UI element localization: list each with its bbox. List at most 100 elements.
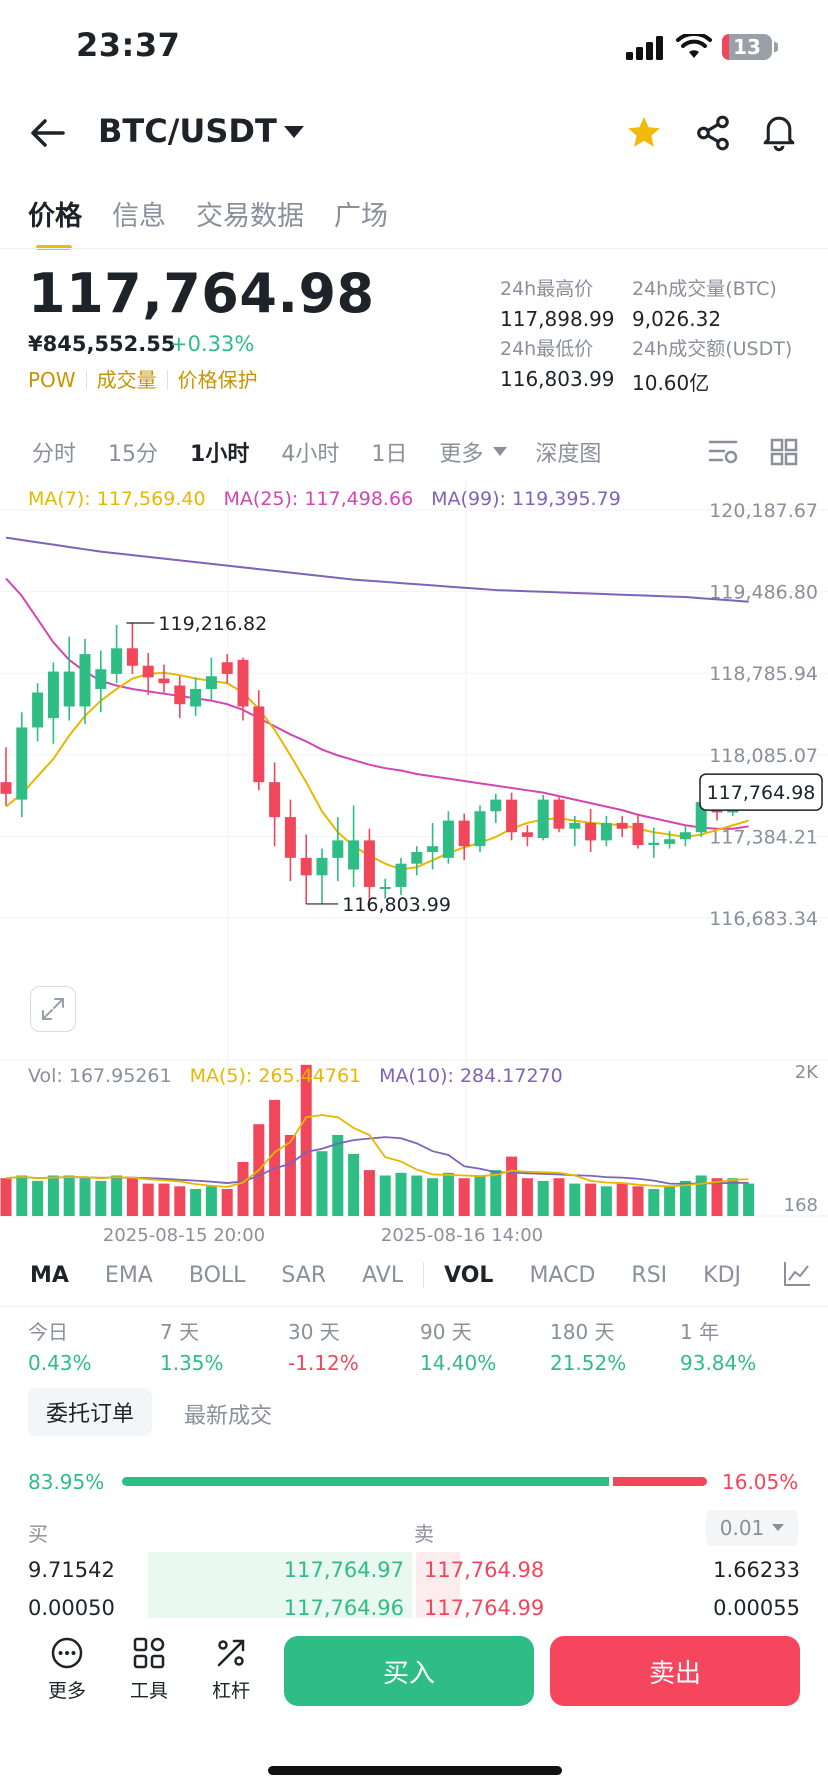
ask-price[interactable]: 117,764.99 <box>424 1596 545 1620</box>
ma7-legend: MA(7): 117,569.40 <box>28 488 206 510</box>
tab-order-book[interactable]: 委托订单 <box>28 1388 152 1436</box>
candle-body <box>458 820 470 847</box>
timeframe-1d[interactable]: 1日 <box>371 442 408 467</box>
volume-bar <box>190 1189 202 1216</box>
favorite-star-icon[interactable] <box>624 114 664 152</box>
candle-body <box>442 820 454 858</box>
timeframe-depth[interactable]: 深度图 <box>535 442 602 467</box>
bid-price[interactable]: 117,764.96 <box>283 1596 404 1620</box>
perf-30d: 30 天 -1.12% <box>288 1316 359 1375</box>
indicator-rsi[interactable]: RSI <box>631 1262 668 1288</box>
candle-body <box>237 659 249 707</box>
volume-bar <box>679 1180 691 1216</box>
last-price-tag-box <box>699 773 823 811</box>
tools-button[interactable]: 工具 <box>116 1636 182 1703</box>
stat-low: 24h最低价 116,803.99 <box>500 334 615 391</box>
tab-info[interactable]: 信息 <box>112 201 166 232</box>
tab-recent-trades[interactable]: 最新成交 <box>184 1404 273 1429</box>
tag-price-protection[interactable]: 价格保护 <box>177 368 258 392</box>
indicator-ma[interactable]: MA <box>30 1262 69 1288</box>
price-change: +0.33% <box>170 332 255 356</box>
candle-body <box>521 832 533 837</box>
tag-volume[interactable]: 成交量 <box>97 370 168 390</box>
status-time: 23:37 <box>76 26 181 64</box>
chart-settings-icon[interactable] <box>708 438 740 466</box>
sell-button[interactable]: 卖出 <box>550 1636 800 1706</box>
candle-body <box>490 799 502 812</box>
timeframe-4h[interactable]: 4小时 <box>281 442 340 467</box>
precision-select[interactable]: 0.01 <box>706 1510 798 1546</box>
buy-button[interactable]: 买入 <box>284 1636 534 1706</box>
volume-bar <box>743 1183 755 1216</box>
back-arrow-icon[interactable] <box>30 118 66 148</box>
candle-body <box>379 886 391 889</box>
high-annotation: 119,216.82 <box>158 613 267 635</box>
perf-value: 93.84% <box>680 1351 757 1375</box>
price-chart[interactable]: 120,187.67 119,486.80 118,785.94 118,085.07… <box>0 478 828 1248</box>
volume-bar <box>458 1178 470 1216</box>
perf-label: 1 年 <box>680 1320 720 1344</box>
indicator-kdj[interactable]: KDJ <box>703 1262 742 1288</box>
candle-body <box>474 811 486 847</box>
leverage-button[interactable]: 杠杆 <box>198 1636 264 1703</box>
indicator-boll[interactable]: BOLL <box>188 1262 246 1288</box>
candle-body <box>174 685 186 705</box>
vol-ma5-legend: MA(5): 265.44761 <box>189 1065 362 1087</box>
volume-bar <box>442 1172 454 1216</box>
grid-layout-icon[interactable] <box>770 438 798 466</box>
candle-body <box>47 671 59 719</box>
candle-body <box>600 822 612 841</box>
last-price: 117,764.98 <box>28 262 375 325</box>
indicator-ema[interactable]: EMA <box>104 1262 153 1288</box>
tab-trading-data[interactable]: 交易数据 <box>196 201 304 232</box>
share-icon[interactable] <box>694 114 732 152</box>
ma99-legend: MA(99): 119,395.79 <box>431 488 621 510</box>
volume-axis-label: 168 <box>784 1195 818 1216</box>
indicator-macd[interactable]: MACD <box>529 1262 596 1288</box>
bell-icon[interactable] <box>760 112 798 152</box>
candle-body <box>348 840 360 870</box>
volume-bar <box>395 1172 407 1216</box>
pair-dropdown-icon[interactable] <box>284 126 304 140</box>
expand-chart-button[interactable] <box>30 986 76 1032</box>
volume-bar <box>569 1183 581 1216</box>
candle-body <box>190 689 202 707</box>
tab-square[interactable]: 广场 <box>334 201 388 232</box>
pair-title[interactable]: BTC/USDT <box>98 112 277 150</box>
more-dropdown-icon[interactable] <box>493 447 508 457</box>
ma99-line <box>5 536 749 603</box>
volume-bar <box>174 1186 186 1216</box>
timeframe-1h[interactable]: 1小时 <box>190 442 250 467</box>
volume-bar <box>427 1178 439 1216</box>
timeframe-more[interactable]: 更多 <box>439 442 484 467</box>
buy-ratio-bar <box>122 1477 609 1486</box>
candle-body <box>569 822 581 829</box>
volume-bar <box>300 1064 312 1216</box>
volume-bar <box>600 1186 612 1216</box>
timeframe-line[interactable]: 分时 <box>32 442 77 467</box>
price-axis-label: 119,486.80 <box>709 582 818 604</box>
candle-body <box>284 817 296 858</box>
timeframe-15m[interactable]: 15分 <box>108 442 159 467</box>
tag-pow[interactable]: POW <box>28 370 87 390</box>
volume-bar <box>379 1175 391 1216</box>
precision-value: 0.01 <box>719 1516 765 1540</box>
more-button[interactable]: 更多 <box>34 1636 100 1703</box>
indicator-vol[interactable]: VOL <box>444 1262 494 1288</box>
tag-list: POW 成交量 价格保护 <box>28 370 278 390</box>
leverage-icon <box>217 1639 245 1667</box>
indicator-settings-icon[interactable] <box>782 1260 812 1288</box>
candle-body <box>269 782 281 818</box>
indicator-sar[interactable]: SAR <box>281 1262 327 1288</box>
candle-body <box>679 832 691 840</box>
volume-bar <box>585 1183 597 1216</box>
ask-price[interactable]: 117,764.98 <box>424 1558 545 1582</box>
volume-bar <box>47 1175 59 1216</box>
indicator-avl[interactable]: AVL <box>362 1262 404 1288</box>
ma25-line <box>5 577 749 830</box>
volume-bar <box>332 1135 344 1216</box>
orderbook-row[interactable]: 9.71542 117,764.97 117,764.98 1.66233 <box>0 1552 828 1590</box>
bid-price[interactable]: 117,764.97 <box>283 1558 404 1582</box>
tab-price[interactable]: 价格 <box>28 194 82 250</box>
candle-body <box>126 648 138 666</box>
